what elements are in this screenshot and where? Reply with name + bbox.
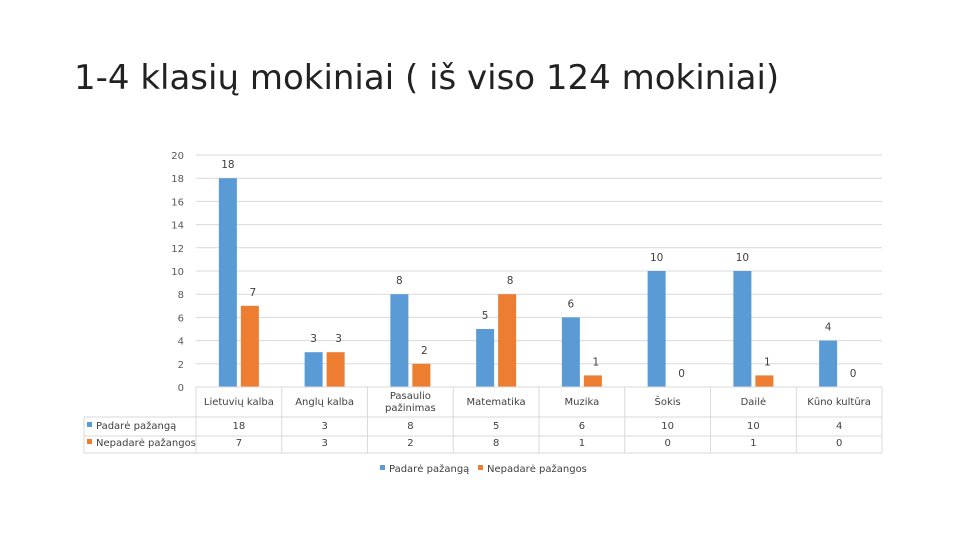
y-tick-label: 18 (171, 174, 184, 185)
table-cell: 8 (493, 438, 499, 449)
bar-padare (647, 271, 666, 387)
bar-nepadare (498, 294, 517, 387)
bar-nepadare (240, 305, 259, 387)
data-label: 1 (764, 356, 771, 368)
category-label: Anglų kalba (295, 397, 354, 408)
bar-nepadare (583, 375, 602, 387)
category-label: Dailė (741, 397, 767, 408)
bar-padare (561, 317, 580, 387)
table-cell: 0 (664, 438, 670, 449)
table-cell: 10 (661, 421, 674, 432)
table-cell: 10 (747, 421, 760, 432)
category-label: Pasaulio (390, 391, 431, 402)
y-tick-label: 6 (178, 313, 184, 324)
y-tick-label: 10 (171, 267, 184, 278)
data-label: 4 (825, 322, 832, 334)
data-label: 0 (850, 368, 857, 380)
data-table: Lietuvių kalba Anglų kalba Pasauliopažinim… (83, 386, 883, 454)
bars (218, 178, 838, 387)
y-axis-ticks: 0 2 4 6 8 10 12 14 16 18 20 (171, 151, 184, 394)
data-label: 0 (678, 368, 685, 380)
bar-padare (476, 329, 495, 387)
y-tick-label: 16 (171, 197, 184, 208)
table-cell: 18 (233, 421, 246, 432)
table-legend-key (87, 422, 92, 427)
data-label: 10 (650, 252, 663, 264)
legend-key (380, 465, 385, 470)
page-title: 1-4 klasių mokiniai ( iš viso 124 mokini… (74, 58, 780, 98)
table-cell: 7 (236, 438, 242, 449)
table-cell: 2 (407, 438, 413, 449)
category-label: Šokis (655, 395, 681, 408)
y-tick-label: 8 (178, 290, 184, 301)
gridlines (196, 154, 882, 388)
data-label: 1 (593, 356, 600, 368)
legend-label: Nepadarė pažangos (487, 463, 587, 475)
y-tick-label: 0 (178, 383, 184, 394)
data-label: 5 (482, 310, 489, 322)
bar-padare (304, 352, 323, 387)
data-label: 7 (250, 287, 257, 299)
bar-padare (390, 294, 409, 387)
table-cell: 6 (579, 421, 585, 432)
category-label: Lietuvių kalba (204, 397, 274, 408)
data-label: 18 (221, 159, 234, 171)
data-label: 3 (310, 333, 317, 345)
bar-nepadare (412, 363, 431, 387)
table-cell: 3 (321, 438, 327, 449)
category-label: Matematika (467, 397, 526, 408)
data-label: 6 (568, 298, 575, 310)
data-label: 3 (335, 333, 342, 345)
data-label: 10 (736, 252, 749, 264)
category-label: Kūno kultūra (807, 397, 871, 408)
table-legend-key (87, 439, 92, 444)
table-series-name: Nepadarė pažangos (96, 437, 196, 449)
category-label: Muzika (565, 397, 600, 408)
table-cell: 0 (836, 438, 842, 449)
bar-nepadare (755, 375, 774, 387)
bar-padare (218, 178, 237, 387)
y-tick-label: 14 (171, 221, 184, 232)
table-cell: 1 (579, 438, 585, 449)
y-tick-label: 4 (178, 337, 184, 348)
table-cell: 1 (750, 438, 756, 449)
y-tick-label: 2 (178, 360, 184, 371)
data-label: 8 (507, 275, 514, 287)
legend-label: Padarė pažangą (389, 463, 469, 475)
category-label: pažinimas (385, 402, 436, 414)
table-cell: 8 (407, 421, 413, 432)
table-cell: 5 (493, 421, 499, 432)
legend: Padarė pažangą Nepadarė pažangos (380, 463, 587, 475)
data-label: 2 (421, 345, 428, 357)
legend-key (478, 465, 483, 470)
table-cell: 3 (321, 421, 327, 432)
data-label: 8 (396, 275, 403, 287)
bar-padare (819, 340, 838, 387)
table-series-name: Padarė pažangą (96, 420, 176, 432)
table-cell: 4 (836, 421, 842, 432)
y-tick-label: 12 (171, 244, 184, 255)
y-tick-label: 20 (171, 151, 184, 162)
bar-padare (733, 271, 752, 387)
bar-nepadare (326, 352, 345, 387)
